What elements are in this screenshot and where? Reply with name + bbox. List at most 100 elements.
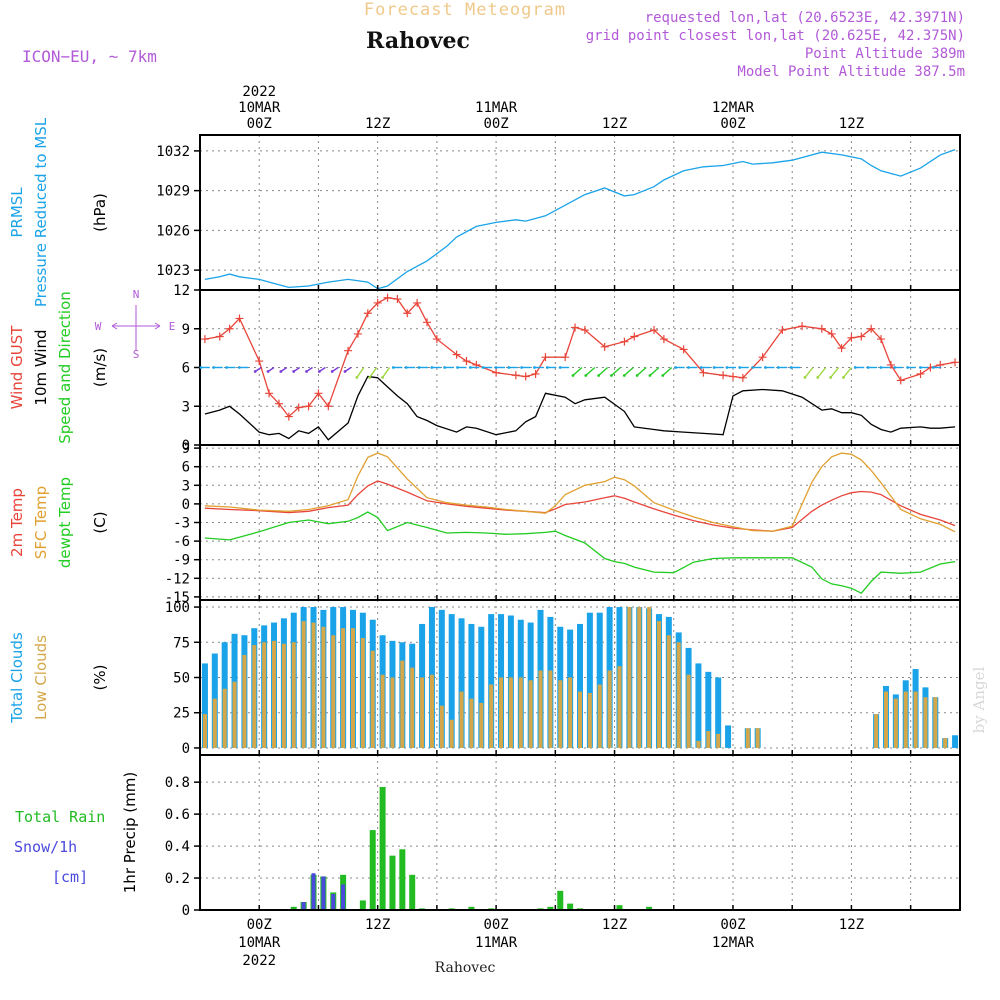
bar-low-clouds <box>341 628 346 748</box>
gust-point <box>877 335 886 344</box>
bar-low-clouds <box>745 728 750 748</box>
bar-total-clouds <box>705 671 712 748</box>
y-tick-label: 75 <box>173 635 190 651</box>
gust-point <box>265 389 274 398</box>
bar-total-clouds <box>201 663 208 748</box>
gust-point <box>650 326 659 335</box>
compass-w: W <box>95 320 102 333</box>
bar-low-clouds <box>538 670 543 748</box>
bar-low-clouds <box>548 670 553 748</box>
bar-low-clouds <box>568 677 573 748</box>
requested-lonlat: requested lon,lat (20.6523E, 42.3971N) <box>645 10 965 26</box>
bar-low-clouds <box>242 654 247 748</box>
y-tick-label: 6 <box>182 361 190 377</box>
model-point-altitude: Model Point Altitude 387.5m <box>737 64 965 80</box>
wind-arrow <box>636 366 647 377</box>
wind-arrow-head <box>893 366 897 369</box>
panel-label: Total Clouds <box>8 632 26 724</box>
wind-arrow <box>830 367 840 378</box>
wind-arrow-head <box>803 376 807 379</box>
bar-low-clouds <box>578 691 582 748</box>
gust-point <box>699 368 708 377</box>
bar-low-clouds <box>262 642 267 748</box>
gust-point <box>324 402 333 411</box>
bar-total-clouds <box>596 612 603 748</box>
bar-low-clouds <box>716 733 721 748</box>
y-tick-label: 0.4 <box>165 839 190 855</box>
wind-arrow-head <box>919 366 922 369</box>
y-tick-label: 0.8 <box>165 775 190 791</box>
bar-total-clouds <box>468 623 475 748</box>
y-axis-label: (hPa) <box>91 193 109 232</box>
gust-point <box>225 324 234 333</box>
wind-arrow <box>649 366 660 377</box>
gust-point <box>462 357 471 366</box>
bar-total-clouds <box>715 677 722 748</box>
gust-point <box>620 337 629 346</box>
wind-arrow-head <box>661 374 665 377</box>
gust-point <box>403 309 412 318</box>
gust-point <box>294 403 303 412</box>
bar-low-clouds <box>212 698 217 748</box>
bar-low-clouds <box>252 645 257 748</box>
bar-low-clouds <box>360 638 365 748</box>
bar-low-clouds <box>617 666 622 748</box>
wind-arrow-head <box>381 376 384 379</box>
wind-arrow-head <box>648 374 652 377</box>
compass-icon <box>111 305 161 350</box>
bar-low-clouds <box>331 635 336 748</box>
wind-arrow-head <box>866 366 870 369</box>
wind-arrow-head <box>533 366 536 369</box>
bar-low-clouds <box>410 667 415 748</box>
footer-location: Rahovec <box>435 960 496 976</box>
wind-arrow-head <box>468 366 472 369</box>
y-axis-label: (%) <box>91 665 109 691</box>
series-line-sfc-temp <box>204 452 956 533</box>
bar-total-clouds <box>577 623 583 748</box>
bar-total-rain <box>389 855 396 910</box>
panel-label: PRMSL <box>8 187 26 238</box>
panel-label: 2m Temp <box>8 488 26 557</box>
bar-low-clouds <box>202 714 207 748</box>
wind-arrow-head <box>584 374 588 377</box>
bar-low-clouds <box>390 677 395 748</box>
gust-point <box>235 314 244 323</box>
gust-point <box>896 376 905 385</box>
top-time-label: 12Z <box>365 116 390 132</box>
wind-arrow-head <box>520 366 524 369</box>
wind-arrow-head <box>751 366 755 369</box>
y-tick-label: 6 <box>182 460 190 476</box>
bar-low-clouds <box>518 677 523 748</box>
top-time-label: 12MAR <box>712 100 755 116</box>
y-axis-label: (C) <box>91 511 109 533</box>
bar-low-clouds <box>696 740 701 748</box>
gust-point <box>452 350 461 359</box>
bar-low-clouds <box>903 691 908 748</box>
bar-low-clouds <box>686 674 691 748</box>
gust-point <box>393 295 402 304</box>
bar-low-clouds <box>637 607 642 748</box>
y-tick-label: -9 <box>173 553 190 569</box>
gust-point <box>916 369 925 378</box>
bottom-time-label: 12Z <box>365 917 390 933</box>
panel-label: Low Clouds <box>32 635 50 720</box>
gust-point <box>817 324 826 333</box>
wind-arrow-head <box>776 366 780 369</box>
wind-arrow-head <box>292 370 296 373</box>
bar-total-clouds <box>725 725 732 748</box>
wind-arrow-head <box>456 366 459 369</box>
wind-arrow-head <box>279 370 283 373</box>
wind-arrow-head <box>558 366 562 369</box>
wind-arrow-head <box>212 366 216 369</box>
wind-arrow <box>572 366 583 377</box>
bar-low-clouds <box>489 684 494 748</box>
bar-snow-1h <box>301 902 306 910</box>
gust-point <box>951 358 960 367</box>
bar-low-clouds <box>676 642 681 748</box>
panel-frame <box>199 134 961 291</box>
gust-point <box>867 324 876 333</box>
y-tick-label: -15 <box>165 590 190 606</box>
gust-point <box>886 360 895 369</box>
y-tick-label: -3 <box>173 516 190 532</box>
gust-point <box>847 333 856 342</box>
